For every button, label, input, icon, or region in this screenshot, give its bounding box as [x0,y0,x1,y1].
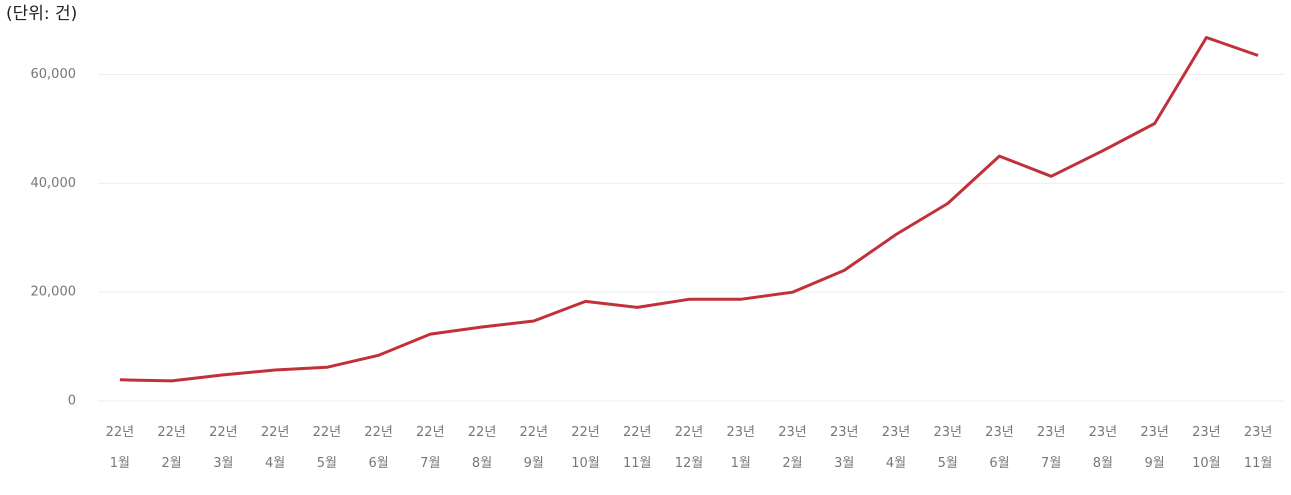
x-tick-label: 23년 3월 [830,425,859,471]
y-tick-label: 0 [68,394,76,409]
x-tick-label: 22년 4월 [261,425,290,471]
x-tick-label: 22년 9월 [520,425,549,471]
x-tick-label: 23년 10월 [1192,425,1221,471]
x-tick-label: 23년 2월 [778,425,807,471]
x-tick-label: 23년 9월 [1140,425,1169,471]
x-tick-label: 23년 8월 [1089,425,1118,471]
x-tick-label: 22년 1월 [106,425,135,471]
y-tick-label: 20,000 [31,285,77,300]
x-tick-label: 22년 5월 [313,425,342,471]
x-tick-label: 22년 3월 [209,425,238,471]
x-tick-label: 22년 12월 [675,425,704,471]
x-tick-label: 23년 6월 [985,425,1014,471]
y-tick-label: 40,000 [31,176,77,191]
x-tick-label: 23년 1월 [726,425,755,471]
x-tick-label: 22년 10월 [571,425,600,471]
x-tick-label: 23년 4월 [882,425,911,471]
unit-label: (단위: 건) [6,4,77,24]
x-tick-label: 22년 2월 [157,425,186,471]
data-line [119,36,1259,383]
x-tick-label: 23년 7월 [1037,425,1066,471]
x-tick-label: 22년 11월 [623,425,652,471]
x-tick-label: 22년 7월 [416,425,445,471]
x-tick-label: 23년 11월 [1244,425,1273,471]
y-tick-label: 60,000 [31,67,77,82]
x-tick-label: 22년 6월 [364,425,393,471]
x-tick-label: 22년 8월 [468,425,497,471]
x-tick-label: 23년 5월 [933,425,962,471]
